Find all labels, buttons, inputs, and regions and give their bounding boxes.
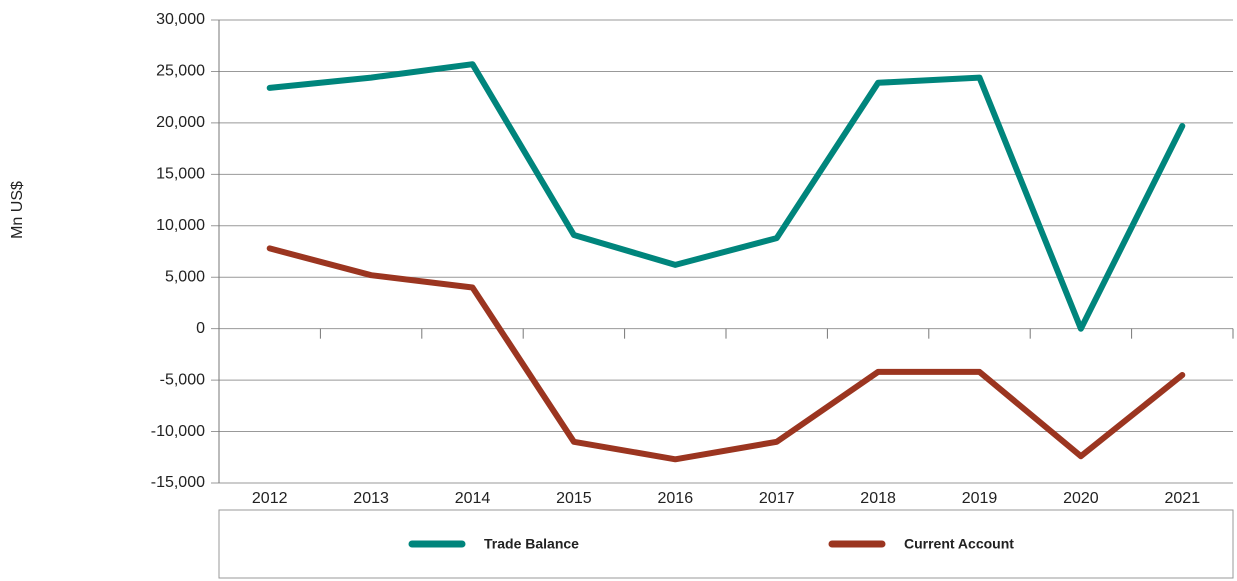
- x-tick-label: 2012: [252, 490, 288, 507]
- y-tick-label: 0: [196, 320, 205, 337]
- y-tick-label: -15,000: [151, 474, 205, 491]
- legend-label: Current Account: [904, 536, 1014, 552]
- y-tick-label: 30,000: [156, 11, 205, 28]
- series-line: [266, 61, 1186, 332]
- legend-label: Trade Balance: [484, 536, 579, 552]
- x-tick-label: 2019: [962, 490, 998, 507]
- x-tick-label: 2018: [860, 490, 896, 507]
- x-tick-label: 2016: [658, 490, 694, 507]
- legend-box: [218, 509, 1234, 579]
- y-axis-label: Mn US$: [9, 181, 26, 239]
- x-tick-label: 2015: [556, 490, 592, 507]
- x-tick-label: 2013: [353, 490, 389, 507]
- y-tick-label: -10,000: [151, 423, 205, 440]
- y-tick-label: 20,000: [156, 114, 205, 131]
- x-tick-label: 2020: [1063, 490, 1099, 507]
- y-tick-label: 25,000: [156, 63, 205, 80]
- x-tick-label: 2017: [759, 490, 795, 507]
- y-tick-label: 5,000: [165, 268, 205, 285]
- y-tick-label: 10,000: [156, 217, 205, 234]
- x-tick-label: 2021: [1165, 490, 1201, 507]
- series-line: [266, 245, 1186, 463]
- x-tick-label: 2014: [455, 490, 491, 507]
- y-tick-label: -5,000: [160, 371, 205, 388]
- y-tick-label: 15,000: [156, 166, 205, 183]
